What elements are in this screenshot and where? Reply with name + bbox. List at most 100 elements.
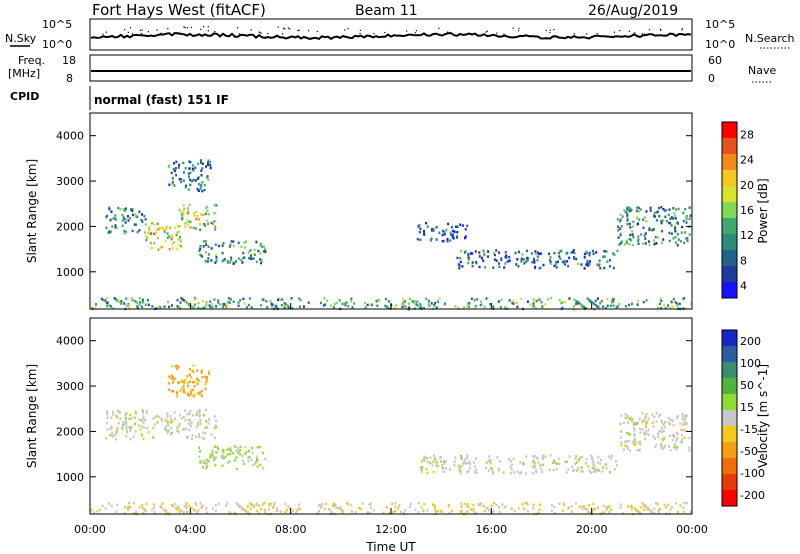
scatter-cell: [157, 248, 160, 251]
scatter-cell: [253, 505, 255, 508]
scatter-cell: [124, 221, 127, 224]
y-tick-label: 3000: [56, 380, 84, 393]
scatter-cell: [468, 460, 471, 464]
scatter-cell: [460, 249, 462, 253]
scatter-cell: [200, 174, 203, 177]
scatter-cell: [148, 227, 151, 231]
scatter-cell: [213, 436, 216, 440]
scatter-cell: [673, 215, 676, 218]
scatter-cell: [592, 463, 595, 467]
scatter-cell: [583, 252, 586, 256]
scatter-cell: [94, 306, 97, 309]
scatter-cell: [636, 421, 639, 424]
scatter-cell: [558, 255, 561, 258]
scatter-cell: [248, 449, 250, 453]
scatter-cell: [174, 169, 177, 173]
nsearch-point: [127, 31, 129, 33]
scatter-cell: [597, 461, 600, 464]
scatter-cell: [644, 232, 647, 235]
scatter-cell: [189, 424, 192, 428]
scatter-cell: [168, 235, 171, 238]
scatter-cell: [171, 243, 174, 246]
scatter-cell: [185, 506, 188, 510]
scatter-cell: [680, 428, 683, 432]
scatter-cell: [170, 171, 173, 175]
scatter-cell: [645, 425, 647, 428]
scatter-cell: [498, 262, 500, 265]
scatter-cell: [404, 509, 407, 512]
scatter-cell: [283, 306, 286, 309]
scatter-cell: [585, 250, 588, 254]
scatter-cell: [115, 226, 118, 230]
scatter-cell: [470, 297, 473, 300]
scatter-cell: [649, 206, 652, 210]
scatter-cell: [588, 260, 591, 263]
scatter-cell: [443, 233, 446, 236]
nsearch-point: [177, 33, 179, 35]
scatter-cell: [618, 243, 621, 246]
nave-label: Nave: [748, 64, 776, 77]
scatter-cell: [214, 503, 217, 507]
scatter-cell: [121, 213, 124, 217]
scatter-cell: [647, 240, 650, 243]
scatter-cell: [147, 303, 150, 306]
colorbar-swatch: [722, 378, 737, 395]
scatter-cell: [238, 505, 241, 509]
scatter-cell: [124, 413, 127, 416]
scatter-cell: [591, 466, 594, 470]
scatter-cell: [110, 416, 113, 420]
scatter-cell: [207, 257, 210, 260]
scatter-cell: [164, 239, 167, 243]
scatter-cell: [209, 306, 212, 309]
scatter-cell: [201, 437, 204, 440]
scatter-cell: [190, 388, 193, 392]
scatter-cell: [646, 507, 649, 510]
scatter-cell: [539, 503, 541, 507]
scatter-cell: [555, 260, 558, 264]
scatter-cell: [653, 228, 656, 231]
scatter-cell: [142, 411, 145, 415]
scatter-cell: [241, 261, 244, 264]
colorbar-swatch: [722, 218, 737, 235]
scatter-cell: [182, 179, 185, 182]
scatter-cell: [458, 465, 461, 468]
scatter-cell: [623, 421, 625, 424]
scatter-cell: [114, 433, 117, 436]
scatter-cell: [432, 460, 435, 463]
scatter-cell: [106, 416, 109, 419]
scatter-cell: [122, 422, 125, 426]
scatter-cell: [493, 253, 496, 257]
y-tick-label: 1000: [56, 266, 84, 279]
scatter-cell: [490, 467, 493, 470]
scatter-cell: [456, 236, 458, 239]
scatter-cell: [128, 417, 131, 421]
scatter-cell: [248, 456, 251, 459]
scatter-cell: [420, 468, 423, 472]
scatter-cell: [205, 466, 208, 470]
scatter-cell: [629, 416, 632, 420]
scatter-cell: [158, 304, 161, 308]
scatter-cell: [442, 470, 445, 474]
scatter-cell: [229, 298, 232, 301]
scatter-cell: [446, 240, 449, 243]
scatter-cell: [219, 303, 222, 306]
scatter-cell: [215, 255, 218, 259]
scatter-cell: [511, 301, 514, 305]
scatter-cell: [652, 425, 655, 428]
scatter-cell: [204, 305, 207, 308]
scatter-cell: [109, 305, 112, 308]
scatter-cell: [127, 302, 130, 306]
scatter-cell: [202, 306, 205, 310]
scatter-cell: [456, 256, 459, 260]
scatter-cell: [168, 375, 171, 378]
scatter-cell: [192, 381, 194, 384]
scatter-cell: [341, 511, 344, 514]
nsearch-point: [486, 30, 488, 32]
scatter-cell: [247, 459, 250, 463]
scatter-cell: [585, 507, 588, 511]
scatter-cell: [246, 505, 249, 508]
scatter-cell: [632, 235, 635, 239]
scatter-cell: [520, 260, 523, 263]
scatter-cell: [644, 505, 646, 508]
scatter-cell: [157, 237, 159, 240]
